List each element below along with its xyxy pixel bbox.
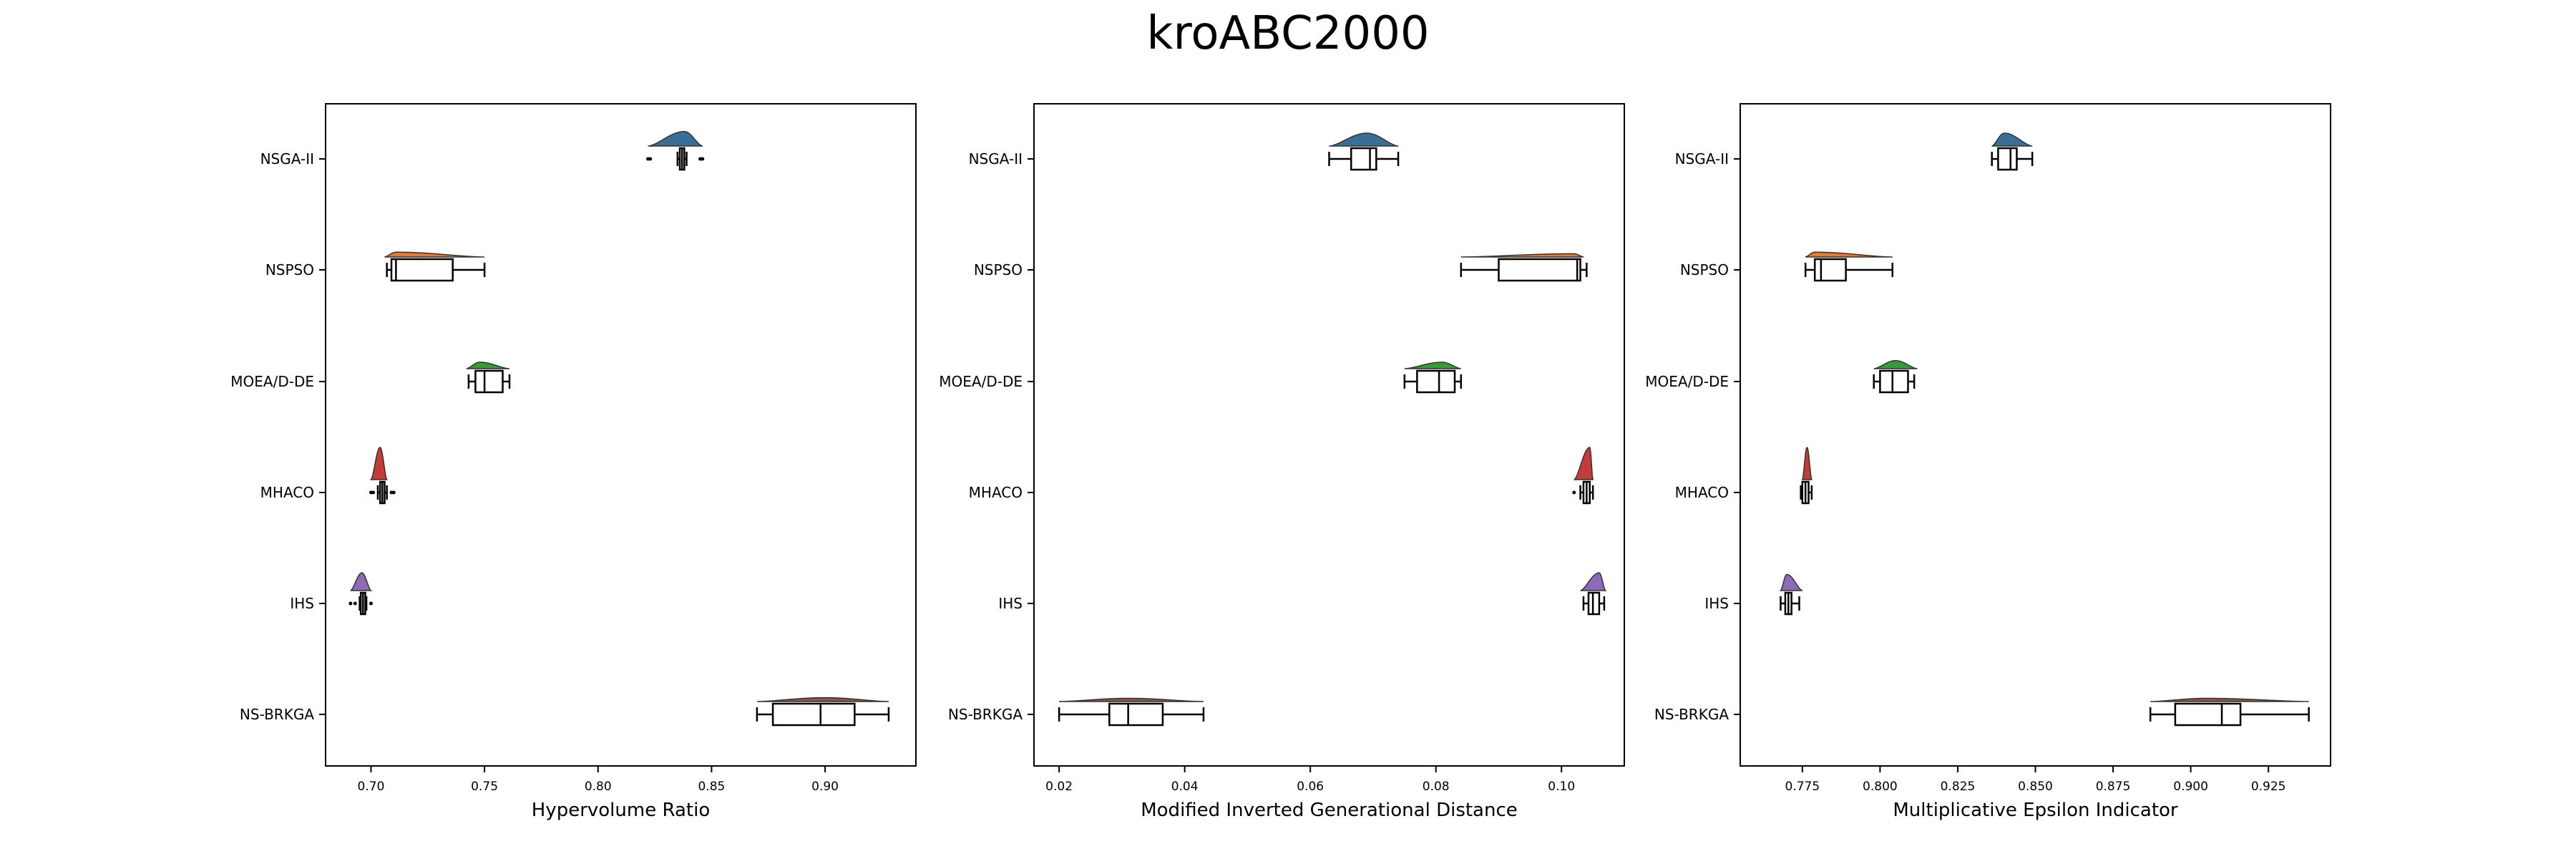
x-tick-label: 0.925 xyxy=(2251,780,2286,794)
violin-cloud xyxy=(1329,132,1399,147)
box-iqr xyxy=(1498,258,1581,282)
violin-cloud xyxy=(2150,697,2309,702)
box-iqr xyxy=(1997,147,2018,171)
violin-cloud xyxy=(1059,697,1204,702)
violin-cloud xyxy=(756,697,889,702)
x-tick-label: 0.85 xyxy=(698,780,725,794)
y-tick-label: NSPSO xyxy=(265,261,314,278)
outlier-point xyxy=(348,601,353,606)
violin-cloud xyxy=(1801,447,1813,480)
x-tick-label: 0.875 xyxy=(2096,780,2131,794)
violin-cloud xyxy=(350,572,373,591)
violin-cloud xyxy=(1779,573,1803,591)
y-tick-label: NSGA-II xyxy=(260,150,314,168)
x-tick-label: 0.90 xyxy=(811,780,839,794)
x-tick-label: 0.900 xyxy=(2173,780,2208,794)
outlier-point xyxy=(391,490,396,495)
violin-cloud xyxy=(1805,251,1893,258)
x-tick-label: 0.04 xyxy=(1171,780,1199,794)
y-tick-label: NSPSO xyxy=(974,261,1023,278)
outlier-point xyxy=(369,601,373,606)
y-tick-label: MHACO xyxy=(1675,484,1729,501)
x-tick-label: 0.850 xyxy=(2018,780,2053,794)
box-iqr xyxy=(1416,369,1456,394)
x-tick-label: 0.825 xyxy=(1941,780,1976,794)
y-tick-label: NS-BRKGA xyxy=(240,706,314,723)
outlier-point xyxy=(371,490,376,495)
violin-cloud xyxy=(1404,361,1461,369)
violin-cloud xyxy=(1580,572,1607,591)
outlier-point xyxy=(1572,490,1576,495)
box-iqr xyxy=(1108,702,1164,727)
y-tick-label: NSGA-II xyxy=(1675,150,1729,168)
violin-cloud xyxy=(369,447,388,480)
y-tick-label: MHACO xyxy=(260,484,314,501)
box-iqr xyxy=(474,369,504,394)
violin-cloud xyxy=(1574,447,1594,480)
figure-title: kroABC2000 xyxy=(1146,7,1430,60)
violin-cloud xyxy=(648,131,703,147)
box-iqr xyxy=(771,702,856,727)
x-axis-label: Multiplicative Epsilon Indicator xyxy=(1893,800,2178,821)
x-tick-label: 0.06 xyxy=(1297,780,1324,794)
x-axis-label: Hypervolume Ratio xyxy=(532,800,710,821)
x-tick-label: 0.775 xyxy=(1785,780,1820,794)
x-tick-label: 0.75 xyxy=(471,780,498,794)
y-tick-label: MOEA/D-DE xyxy=(939,373,1023,390)
violin-cloud xyxy=(1460,253,1584,258)
x-tick-label: 0.08 xyxy=(1423,780,1450,794)
outlier-point xyxy=(353,601,357,606)
y-tick-label: NSGA-II xyxy=(969,150,1023,168)
x-tick-label: 0.70 xyxy=(358,780,385,794)
box-iqr xyxy=(2174,702,2242,727)
y-tick-label: IHS xyxy=(1704,595,1729,612)
violin-cloud xyxy=(384,251,485,258)
box-iqr xyxy=(390,258,454,282)
y-tick-label: MOEA/D-DE xyxy=(1645,373,1729,390)
x-tick-label: 0.02 xyxy=(1045,780,1073,794)
y-tick-label: IHS xyxy=(290,595,314,612)
y-tick-label: NSPSO xyxy=(1680,261,1729,278)
x-tick-label: 0.800 xyxy=(1863,780,1898,794)
box-iqr xyxy=(1813,258,1847,282)
y-tick-label: NS-BRKGA xyxy=(948,706,1023,723)
y-tick-label: MOEA/D-DE xyxy=(230,373,314,390)
axes-frame xyxy=(1033,103,1625,767)
x-tick-label: 0.80 xyxy=(585,780,612,794)
axes-frame xyxy=(325,103,917,767)
box-iqr xyxy=(1879,369,1909,394)
violin-cloud xyxy=(1873,359,1918,369)
violin-cloud xyxy=(1991,132,2033,147)
outlier-point xyxy=(648,157,653,161)
x-tick-label: 0.10 xyxy=(1548,780,1575,794)
axes-frame xyxy=(1740,103,2331,767)
y-tick-label: IHS xyxy=(998,595,1023,612)
x-axis-label: Modified Inverted Generational Distance xyxy=(1141,800,1518,821)
box-iqr xyxy=(1350,147,1377,171)
violin-cloud xyxy=(466,361,510,369)
box-iqr xyxy=(1587,591,1601,616)
y-tick-label: NS-BRKGA xyxy=(1654,706,1729,723)
outlier-point xyxy=(701,157,705,161)
y-tick-label: MHACO xyxy=(969,484,1023,501)
